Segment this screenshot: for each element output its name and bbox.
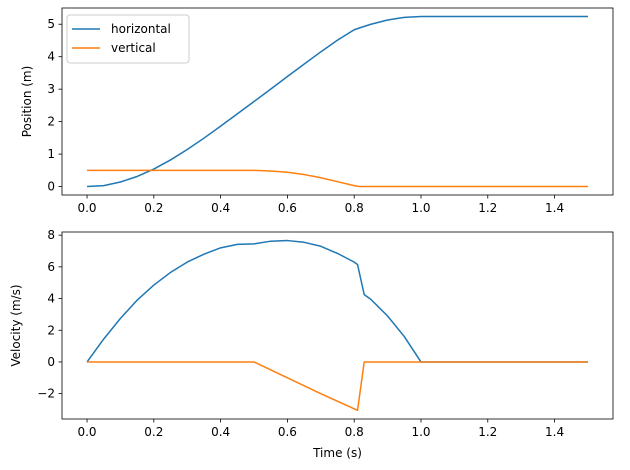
velocity-y-tick-label: 2: [47, 323, 55, 337]
velocity-y-tick-label: −2: [37, 387, 55, 401]
velocity-x-tick-label: 0.6: [278, 425, 297, 439]
velocity-x-tick-label: 0.2: [144, 425, 163, 439]
velocity-x-tick-label: 0.0: [77, 425, 96, 439]
legend: horizontal vertical: [66, 14, 190, 64]
position-x-tick-label: 1.4: [545, 201, 564, 215]
velocity-subplot: 0.0 0.2 0.4 0.6 0.8 1.0 1.2 1.4 −2 0 2 4 6 8: [37, 228, 614, 439]
legend-label-vertical: vertical: [111, 41, 156, 55]
position-axes-frame: [61, 7, 614, 196]
velocity-axes-frame: [61, 231, 614, 420]
velocity-y-tick-label: 4: [47, 292, 55, 306]
position-y-tick-label: 1: [47, 147, 55, 161]
legend-label-horizontal: horizontal: [111, 22, 171, 36]
velocity-x-tick-label: 0.8: [345, 425, 364, 439]
velocity-y-axis-label: Velocity (m/s): [9, 284, 23, 366]
velocity-x-tick-label: 1.0: [411, 425, 430, 439]
position-x-tick-label: 0.6: [278, 201, 297, 215]
position-x-tick-label: 0.8: [345, 201, 364, 215]
position-y-tick-label: 4: [47, 50, 55, 64]
velocity-series-vertical: [87, 361, 588, 412]
position-series-vertical: [87, 169, 588, 188]
position-x-tick-label: 0.0: [77, 201, 96, 215]
position-y-axis-label: Position (m): [20, 66, 34, 138]
position-series-horizontal: [87, 15, 588, 188]
position-x-tick-label: 0.4: [211, 201, 230, 215]
velocity-x-tick-label: 0.4: [211, 425, 230, 439]
velocity-y-tick-label: 6: [47, 260, 55, 274]
position-y-tick-label: 3: [47, 82, 55, 96]
position-x-tick-label: 1.2: [478, 201, 497, 215]
position-x-tick-label: 1.0: [411, 201, 430, 215]
velocity-y-tick-label: 0: [47, 355, 55, 369]
position-x-tick-label: 0.2: [144, 201, 163, 215]
position-y-tick-label: 2: [47, 115, 55, 129]
position-subplot: 0.0 0.2 0.4 0.6 0.8 1.0 1.2 1.4 0 1 2 3 4 5: [47, 7, 614, 215]
position-y-tick-label: 5: [47, 17, 55, 31]
velocity-y-tick-label: 8: [47, 228, 55, 242]
time-x-axis-label: Time (s): [312, 446, 362, 460]
legend-frame: [66, 14, 190, 64]
velocity-x-tick-label: 1.4: [545, 425, 564, 439]
position-y-tick-label: 0: [47, 180, 55, 194]
velocity-x-tick-label: 1.2: [478, 425, 497, 439]
